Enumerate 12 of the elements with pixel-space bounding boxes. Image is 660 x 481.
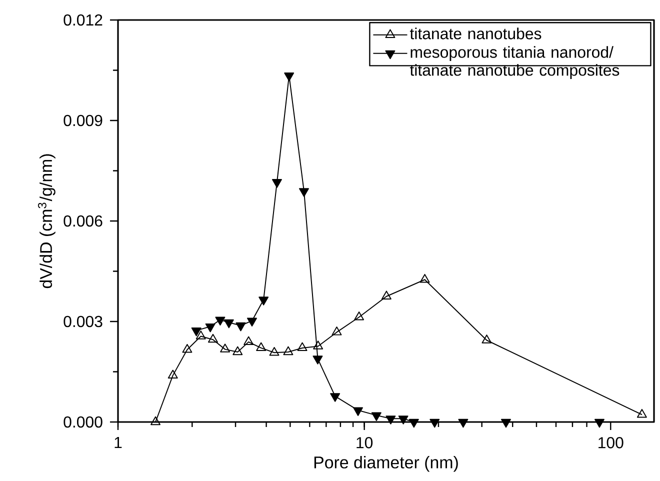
y-tick-label: 0.009 (64, 114, 102, 126)
legend-label: mesoporous titania nanorod/ titanate nanotube composites (410, 46, 620, 79)
x-axis-title: Pore diameter (nm) (314, 456, 458, 472)
x-tick-label: 100 (598, 437, 624, 448)
y-tick-label: 0.003 (64, 316, 102, 328)
y-tick-label: 0.006 (64, 215, 102, 227)
legend-label: titanate nanotubes (410, 28, 542, 40)
y-tick-label: 0.000 (64, 416, 102, 428)
x-tick-label: 1 (114, 437, 122, 448)
y-axis-title: dV/dD (cm$^{3}$/g/nm) (38, 154, 56, 288)
x-tick-label: 10 (356, 437, 373, 448)
y-tick-label: 0.012 (64, 14, 102, 26)
